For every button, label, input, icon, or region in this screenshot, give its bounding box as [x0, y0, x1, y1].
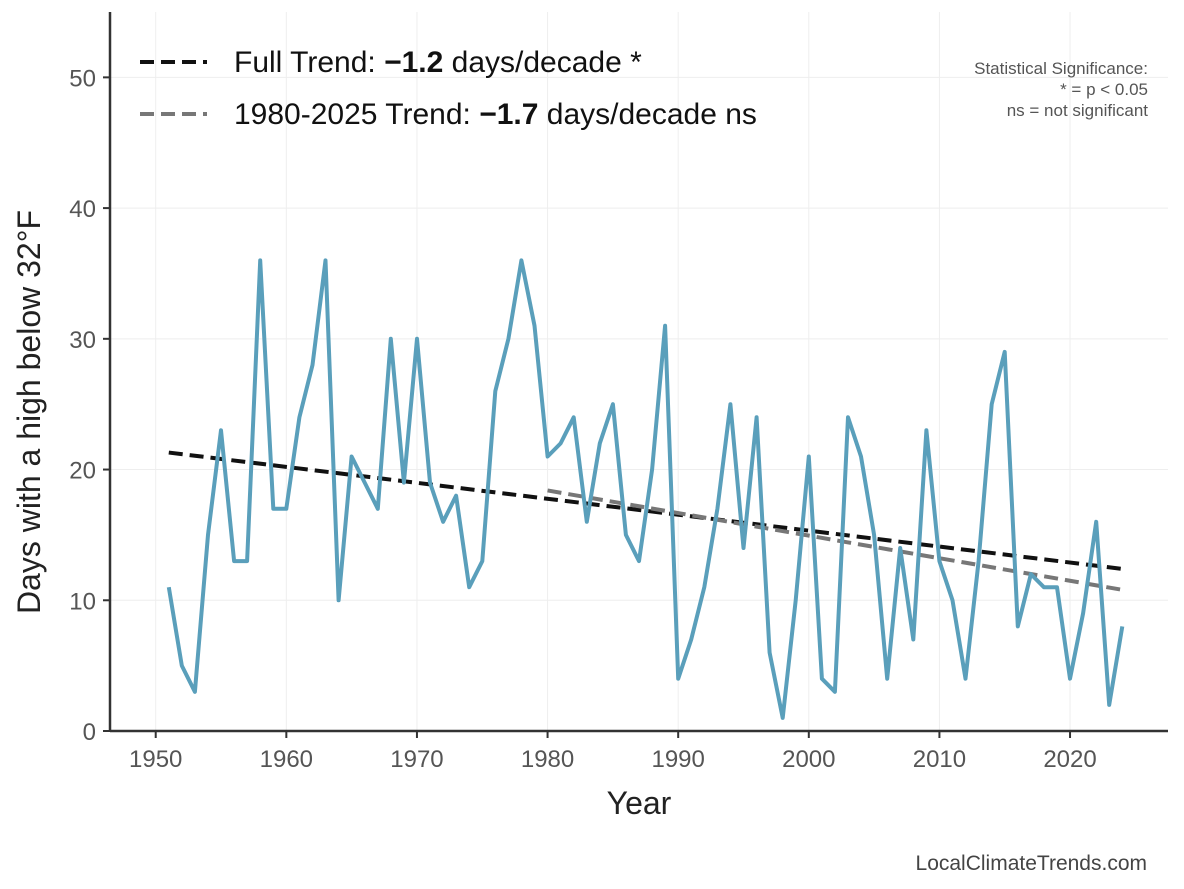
x-tick-label: 2020 [1043, 746, 1096, 773]
significance-note-line: ns = not significant [1007, 101, 1149, 120]
x-tick-label: 2010 [913, 746, 966, 773]
y-axis-title: Days with a high below 32°F [11, 210, 47, 614]
x-axis-title: Year [607, 785, 672, 821]
y-tick-label: 40 [69, 196, 96, 223]
legend-entry: 1980-2025 Trend: −1.7 days/decade ns [234, 98, 757, 131]
x-tick-label: 1990 [651, 746, 704, 773]
trend-line-full [168, 450, 1123, 571]
grid-lines [110, 12, 1168, 732]
significance-note-line: Statistical Significance: [974, 59, 1148, 78]
x-tick-label: 1980 [521, 746, 574, 773]
trend-line-recent [547, 488, 1123, 592]
x-tick-label: 1970 [390, 746, 443, 773]
y-tick-label: 0 [83, 719, 96, 746]
significance-note: Statistical Significance: * = p < 0.05 ns … [974, 59, 1148, 120]
y-tick-label: 50 [69, 65, 96, 92]
x-axis-ticks: 1950 1960 1970 1980 1990 2000 2010 2020 [129, 731, 1097, 773]
credit-text: LocalClimateTrends.com [916, 852, 1147, 875]
trend-lines [168, 450, 1123, 592]
x-tick-label: 1960 [260, 746, 313, 773]
y-axis-ticks: 0 10 20 30 40 50 [69, 65, 110, 746]
significance-note-line: * = p < 0.05 [1060, 80, 1148, 99]
x-tick-label: 2000 [782, 746, 835, 773]
data-series [166, 258, 1125, 720]
y-tick-label: 10 [69, 588, 96, 615]
legend: Full Trend: −1.2 days/decade * 1980-2025 … [140, 46, 757, 131]
legend-entry: Full Trend: −1.2 days/decade * [234, 46, 642, 79]
y-tick-label: 20 [69, 458, 96, 485]
y-tick-label: 30 [69, 327, 96, 354]
x-tick-label: 1950 [129, 746, 182, 773]
series-line [166, 258, 1125, 720]
